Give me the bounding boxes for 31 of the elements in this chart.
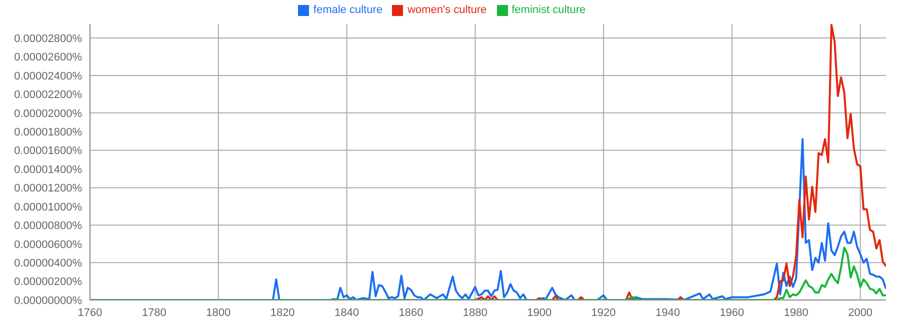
- x-tick-label: 1820: [270, 306, 295, 319]
- y-tick-label: 0.00001200%: [14, 182, 82, 195]
- y-tick-label: 0.00000200%: [14, 276, 82, 288]
- y-tick-label: 0.00002000%: [14, 108, 82, 120]
- x-tick-label: 1980: [784, 306, 808, 319]
- x-tick-label: 1860: [398, 306, 424, 319]
- x-tick-label: 1760: [78, 306, 102, 319]
- legend-label: women's culture: [407, 4, 487, 16]
- x-tick-label: 1960: [720, 306, 744, 319]
- x-tick-label: 1840: [334, 306, 360, 319]
- y-tick-label: 0.00002400%: [14, 70, 82, 82]
- y-tick-label: 0.00002600%: [14, 52, 82, 64]
- x-tick-label: 1800: [206, 306, 231, 319]
- y-tick-label: 0.00001800%: [14, 126, 82, 138]
- y-tick-label: 0.00002800%: [14, 32, 82, 45]
- x-tick-label: 1920: [591, 306, 616, 319]
- x-tick-label: 1900: [527, 306, 552, 319]
- y-tick-label: 0.00001000%: [14, 201, 82, 214]
- legend-label: female culture: [313, 4, 382, 16]
- y-tick-label: 0.00001400%: [14, 164, 82, 176]
- legend-label: feminist culture: [512, 4, 586, 16]
- y-tick-label: 0.00000600%: [14, 238, 82, 251]
- y-tick-label: 0.00000000%: [14, 294, 82, 307]
- x-tick-label: 1780: [142, 306, 166, 319]
- y-tick-label: 0.00000800%: [14, 220, 82, 232]
- x-tick-label: 2000: [848, 306, 873, 319]
- y-tick-label: 0.00002200%: [14, 89, 82, 102]
- y-tick-label: 0.00001600%: [14, 145, 82, 158]
- x-tick-label: 1940: [656, 306, 680, 319]
- x-tick-label: 1880: [462, 306, 488, 319]
- y-tick-label: 0.00000400%: [14, 257, 82, 270]
